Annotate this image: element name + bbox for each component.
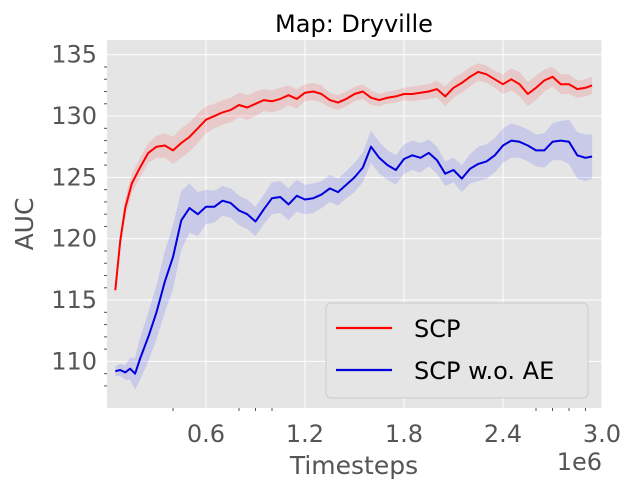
- x-tick-label: 3.0: [583, 420, 621, 448]
- x-axis-label: Timesteps: [289, 451, 418, 480]
- x-tick-label: 1.8: [385, 420, 423, 448]
- legend: SCP SCP w.o. AE: [325, 302, 589, 399]
- band-scp-w-o-ae: [115, 119, 593, 390]
- chart-title: Map: Dryville: [275, 10, 433, 38]
- x-tick-label: 0.6: [187, 420, 225, 448]
- y-tick-label: 110: [51, 347, 97, 375]
- series-line-scp-w-o-ae: [115, 139, 593, 375]
- x-tick-label: 1.2: [286, 420, 324, 448]
- y-tick-label: 135: [51, 41, 97, 69]
- y-tick-label: 130: [51, 102, 97, 130]
- y-axis-label: AUC: [10, 198, 39, 251]
- confidence-bands: [115, 63, 593, 390]
- x-tick-label: 2.4: [484, 420, 522, 448]
- legend-label-scp: SCP: [414, 315, 460, 343]
- y-tick-label: 125: [51, 163, 97, 191]
- series-line-scp: [114, 70, 593, 291]
- minor-ticks: [104, 66, 586, 411]
- x-tick-labels: 0.6 1.2 1.8 2.4 3.0: [187, 420, 621, 448]
- legend-box: [325, 302, 589, 399]
- x-axis-offset: 1e6: [557, 448, 602, 476]
- y-tick-label: 120: [51, 225, 97, 253]
- legend-label-scp-wo-ae: SCP w.o. AE: [414, 357, 554, 385]
- series-lines: [114, 70, 593, 375]
- y-tick-label: 115: [51, 286, 97, 314]
- y-tick-labels: 110 115 120 125 130 135: [51, 41, 97, 376]
- band-scp: [115, 63, 593, 297]
